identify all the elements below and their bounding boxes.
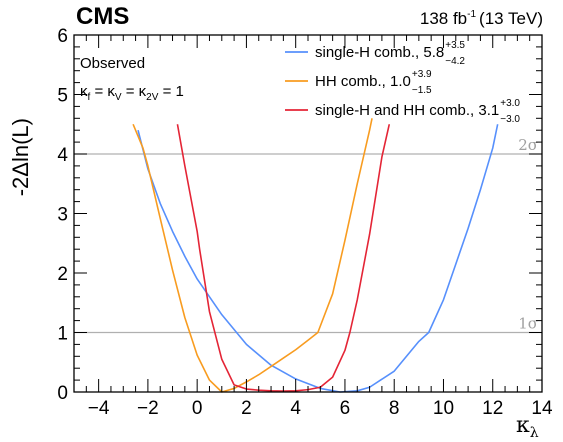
reference-label: 2σ [518, 136, 538, 154]
curve-series-3 [176, 124, 391, 392]
x-tick-label: 12 [482, 398, 503, 419]
x-tick-label: 6 [340, 398, 351, 419]
y-tick-label: 6 [57, 26, 68, 47]
legend-uncert-down-3: −3.0 [500, 114, 520, 125]
y-tick-label: 3 [57, 205, 68, 226]
legend-uncert-up-1: +3.5 [445, 40, 465, 51]
x-tick-label: 10 [433, 398, 454, 419]
x-tick-label: 8 [389, 398, 400, 419]
legend-label-3: single-H and HH comb., 3.1 [315, 102, 499, 119]
x-tick-label: 2 [241, 398, 252, 419]
legend: single-H comb., 5.8 +3.5 −4.2 HH comb., 1.0… [285, 40, 520, 125]
luminosity-label: 138 fb-1 (13 TeV) [420, 9, 543, 28]
y-tick-label: 5 [57, 86, 68, 107]
x-tick-label: 4 [290, 398, 301, 419]
y-tick-label: 1 [57, 324, 68, 345]
coupling-condition: κf = κV = κ2V = 1 [80, 83, 184, 103]
y-axis-title: -2Δln(L) [8, 118, 33, 196]
legend-uncert-up-3: +3.0 [500, 98, 520, 109]
legend-uncert-down-2: −1.5 [412, 85, 432, 96]
observed-label: Observed [80, 55, 145, 72]
curve-series-2 [132, 118, 373, 393]
x-tick-label: −4 [88, 398, 110, 419]
x-tick-label: 14 [531, 398, 553, 419]
legend-label-1: single-H comb., 5.8 [315, 44, 444, 61]
legend-uncert-up-2: +3.9 [412, 69, 432, 80]
reference-label: 1σ [518, 315, 538, 333]
y-tick-label: 0 [57, 383, 68, 404]
curves [132, 118, 499, 393]
x-axis-title: κλ [516, 413, 539, 441]
experiment-label: CMS [76, 3, 129, 30]
curve-series-1 [137, 124, 499, 393]
x-tick-label: −2 [137, 398, 159, 419]
reference-lines: 1σ 2σ [74, 136, 542, 334]
x-tick-label: 0 [192, 398, 203, 419]
legend-label-2: HH comb., 1.0 [315, 73, 411, 90]
y-tick-label: 2 [57, 264, 68, 285]
legend-uncert-down-1: −4.2 [445, 56, 465, 67]
y-tick-label: 4 [57, 145, 68, 166]
